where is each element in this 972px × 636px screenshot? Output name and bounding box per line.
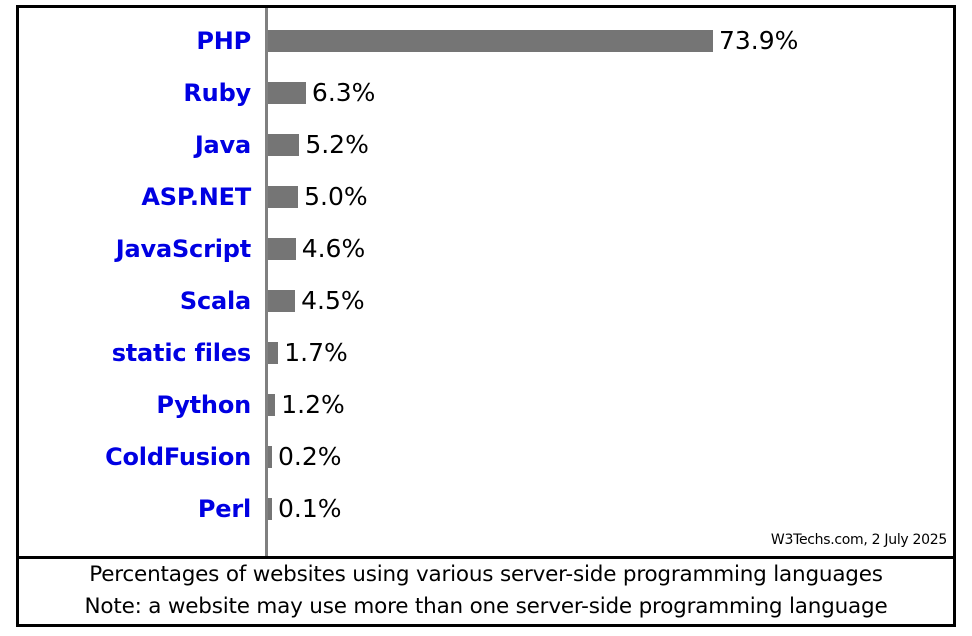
- bar-category-label: static files: [111, 339, 251, 367]
- bar-track: 0.2%: [268, 431, 953, 483]
- bar-rect: [268, 446, 272, 468]
- bar-row: Python 1.2%: [19, 379, 953, 431]
- bar-rect: [268, 30, 713, 52]
- bar-category-label: Ruby: [183, 79, 251, 107]
- bar-value-label: 6.3%: [311, 78, 376, 107]
- bar-rect: [268, 498, 272, 520]
- value-axis-line: [265, 8, 268, 556]
- bar-value-label: 1.2%: [281, 390, 345, 419]
- bar-row: PHP 73.9%: [19, 15, 953, 67]
- bar-category-label: JavaScript: [115, 235, 251, 263]
- bar-row: static files 1.7%: [19, 327, 953, 379]
- bar-rect: [268, 82, 306, 104]
- attribution-text: W3Techs.com, 2 July 2025: [770, 532, 947, 548]
- caption-divider: [19, 556, 953, 559]
- bar-track: 73.9%: [268, 15, 953, 67]
- bar-category-label: Perl: [197, 495, 251, 523]
- bar-track: 6.3%: [268, 67, 953, 119]
- bar-row: Scala 4.5%: [19, 275, 953, 327]
- bar-category-label: Java: [194, 131, 251, 159]
- bar-row: ColdFusion 0.2%: [19, 431, 953, 483]
- bar-track: 1.7%: [268, 327, 953, 379]
- bar-category-label: Scala: [179, 287, 251, 315]
- bar-category-label: Python: [156, 391, 251, 419]
- bar-rect: [268, 290, 296, 312]
- bar-row: ASP.NET 5.0%: [19, 171, 953, 223]
- bar-track: 0.1%: [268, 483, 953, 535]
- bar-track: 4.5%: [268, 275, 953, 327]
- bar-value-label: 4.6%: [301, 234, 366, 263]
- bar-rect: [268, 186, 299, 208]
- bar-value-label: 5.2%: [305, 130, 369, 159]
- bar-value-label: 0.2%: [278, 442, 342, 471]
- bar-track: 1.2%: [268, 379, 953, 431]
- caption-line-1: Percentages of websites using various se…: [89, 562, 883, 587]
- bar-row: JavaScript 4.6%: [19, 223, 953, 275]
- bar-value-label: 4.5%: [301, 286, 365, 315]
- bar-rect: [268, 134, 300, 156]
- caption-line-2: Note: a website may use more than one se…: [84, 594, 888, 619]
- bar-value-label: 5.0%: [304, 182, 368, 211]
- bar-track: 5.2%: [268, 119, 953, 171]
- bar-track: 4.6%: [268, 223, 953, 275]
- bar-rect: [268, 342, 279, 364]
- bar-value-label: 1.7%: [284, 338, 348, 367]
- bar-rect: [268, 238, 296, 260]
- bar-category-label: PHP: [196, 27, 251, 55]
- chart-container: PHP 73.9% Ruby 6.3% Java 5.2% ASP.NET 5.0% JavaS…: [16, 5, 956, 627]
- bar-category-label: ColdFusion: [105, 443, 251, 471]
- bar-row: Perl 0.1%: [19, 483, 953, 535]
- bar-value-label: 73.9%: [719, 26, 799, 55]
- bar-track: 5.0%: [268, 171, 953, 223]
- plot-area: PHP 73.9% Ruby 6.3% Java 5.2% ASP.NET 5.0% JavaS…: [19, 8, 953, 556]
- bar-value-label: 0.1%: [278, 494, 342, 523]
- bar-row: Java 5.2%: [19, 119, 953, 171]
- bar-rect: [268, 394, 276, 416]
- caption-block: Percentages of websites using various se…: [19, 559, 953, 624]
- bar-row: Ruby 6.3%: [19, 67, 953, 119]
- bar-category-label: ASP.NET: [141, 183, 251, 211]
